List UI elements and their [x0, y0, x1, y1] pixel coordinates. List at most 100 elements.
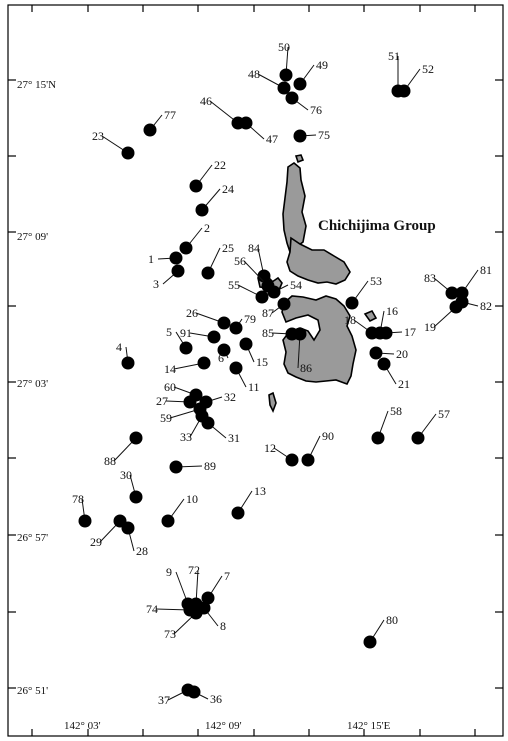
site-78: 78 [72, 492, 92, 528]
site-label: 46 [200, 94, 212, 108]
lat-label-26-57: 26° 57' [17, 532, 48, 544]
site-label: 89 [204, 459, 216, 473]
site-label: 58 [390, 404, 402, 418]
site-57: 57 [411, 407, 450, 445]
site-label: 52 [422, 62, 434, 76]
site-14: 14 [164, 356, 211, 376]
site-label: 8 [220, 619, 226, 633]
group-label: Chichijima Group [318, 218, 436, 234]
site-marker [129, 490, 143, 504]
site-label: 79 [244, 312, 256, 326]
site-label: 15 [256, 355, 268, 369]
site-label: 59 [160, 411, 172, 425]
site-86: 86 [293, 327, 312, 375]
site-marker [207, 330, 221, 344]
site-label: 85 [262, 326, 274, 340]
lon-label-142-09: 142° 09' [205, 720, 242, 732]
site-label: 77 [164, 108, 176, 122]
site-label: 29 [90, 535, 102, 549]
site-label: 56 [234, 254, 246, 268]
site-marker [229, 361, 243, 375]
site-10: 10 [161, 492, 198, 528]
site-label: 51 [388, 49, 400, 63]
site-79: 79 [229, 312, 256, 335]
chichijima-islands [257, 154, 378, 413]
site-marker [169, 251, 183, 265]
site-marker [379, 326, 393, 340]
site-label: 81 [480, 263, 492, 277]
site-label: 73 [164, 627, 176, 641]
site-label: 30 [120, 468, 132, 482]
site-label: 53 [370, 274, 382, 288]
site-label: 33 [180, 430, 192, 444]
site-marker [189, 179, 203, 193]
site-marker [377, 357, 391, 371]
site-label: 2 [204, 221, 210, 235]
site-84: 84 [248, 241, 271, 283]
site-label: 18 [344, 313, 356, 327]
site-marker [239, 116, 253, 130]
site-marker [121, 521, 135, 535]
site-label: 87 [262, 306, 274, 320]
site-25: 25 [201, 241, 234, 280]
lat-label-27-15: 27° 15'N [17, 79, 56, 91]
islet-c [294, 154, 305, 164]
site-marker [197, 601, 211, 615]
site-label: 36 [210, 692, 222, 706]
site-49: 49 [293, 58, 328, 91]
site-50: 50 [278, 40, 293, 82]
site-marker [293, 77, 307, 91]
site-23: 23 [92, 129, 135, 160]
site-marker [197, 356, 211, 370]
site-marker [411, 431, 425, 445]
site-73: 73 [164, 606, 203, 641]
site-label: 83 [424, 271, 436, 285]
site-marker [217, 343, 231, 357]
lat-label-27-03: 27° 03' [17, 378, 48, 390]
bottom-ticks [31, 729, 476, 736]
site-90: 90 [301, 429, 334, 467]
site-marker [161, 514, 175, 528]
site-label: 37 [158, 693, 170, 707]
site-marker [201, 416, 215, 430]
site-8: 8 [197, 601, 226, 633]
site-label: 55 [228, 278, 240, 292]
site-marker [121, 356, 135, 370]
site-91: 91 [180, 326, 221, 344]
site-label: 91 [180, 326, 192, 340]
site-marker [369, 346, 383, 360]
site-27: 27 [156, 394, 197, 409]
site-74: 74 [146, 602, 197, 617]
site-label: 84 [248, 241, 260, 255]
lat-label-27-09: 27° 09' [17, 231, 48, 243]
site-label: 26 [186, 306, 198, 320]
site-3: 3 [153, 264, 185, 291]
island-middle [286, 236, 351, 285]
site-19: 19 [424, 300, 463, 334]
site-75: 75 [293, 128, 330, 143]
site-24: 24 [195, 182, 234, 217]
site-marker [371, 431, 385, 445]
site-12: 12 [264, 441, 299, 467]
site-83: 83 [424, 271, 459, 300]
site-marker [195, 203, 209, 217]
site-label: 21 [398, 377, 410, 391]
site-label: 23 [92, 129, 104, 143]
site-17: 17 [379, 325, 416, 340]
site-89: 89 [169, 459, 216, 474]
site-label: 25 [222, 241, 234, 255]
site-30: 30 [120, 468, 143, 504]
islet-e [268, 391, 277, 413]
site-15: 15 [239, 337, 268, 369]
island-chichijima [281, 295, 357, 385]
site-label: 31 [228, 431, 240, 445]
site-33: 33 [180, 409, 209, 444]
site-label: 24 [222, 182, 234, 196]
islet-d [363, 309, 378, 323]
site-marker [129, 431, 143, 445]
site-label: 12 [264, 441, 276, 455]
site-label: 14 [164, 362, 176, 376]
site-31: 31 [201, 416, 240, 445]
site-2: 2 [179, 221, 210, 255]
site-label: 4 [116, 340, 122, 354]
